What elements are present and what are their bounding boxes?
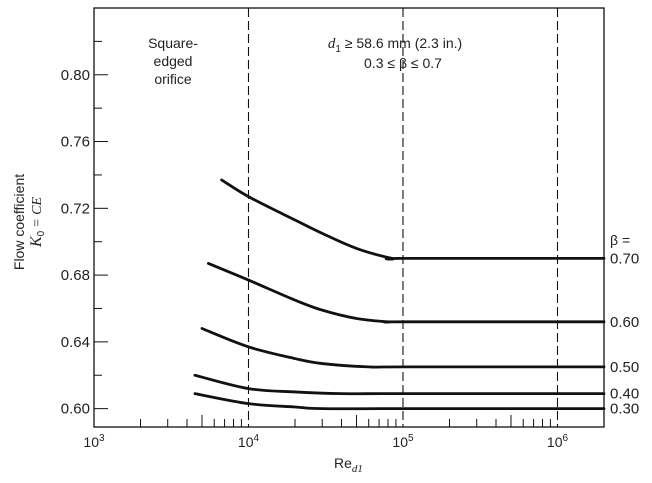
beta-label: 0.40 bbox=[610, 386, 639, 403]
beta-curve-030 bbox=[193, 392, 606, 411]
y-axis-label-line1: Flow coefficient bbox=[11, 174, 27, 270]
y-tick-label: 0.72 bbox=[61, 200, 90, 217]
y-tick-label: 0.68 bbox=[61, 267, 90, 284]
beta-curve-060 bbox=[206, 262, 606, 324]
y-tick-label: 0.80 bbox=[61, 67, 90, 84]
y-tick-label: 0.60 bbox=[61, 401, 90, 418]
x-axis-label: Red1 bbox=[334, 455, 363, 475]
x-tick-label: 103 bbox=[83, 433, 105, 450]
annotation-orifice-1: Square- bbox=[148, 35, 198, 51]
x-tick-label: 106 bbox=[547, 433, 569, 450]
x-tick-label: 104 bbox=[238, 433, 260, 450]
beta-label: 0.30 bbox=[610, 401, 639, 418]
beta-label: 0.60 bbox=[610, 314, 639, 331]
annotation-diameter-condition: d1 ≥ 58.6 mm (2.3 in.) bbox=[328, 35, 462, 55]
annotation-orifice-3: orifice bbox=[154, 71, 192, 87]
beta-label: 0.70 bbox=[610, 250, 639, 267]
y-tick-label: 0.76 bbox=[61, 134, 90, 151]
beta-label: 0.50 bbox=[610, 359, 639, 376]
y-tick-label: 0.64 bbox=[61, 334, 90, 351]
annotation-orifice-2: edged bbox=[154, 53, 193, 69]
annotation-beta-range: 0.3 ≤ β ≤ 0.7 bbox=[364, 55, 442, 71]
x-tick-label: 105 bbox=[392, 433, 414, 450]
beta-curve-040 bbox=[193, 373, 606, 396]
beta-curve-070 bbox=[220, 178, 606, 261]
y-axis-label-line2: K0= CE bbox=[28, 197, 47, 249]
plot-frame bbox=[93, 7, 605, 428]
beta-label-prefix: β = bbox=[610, 232, 630, 248]
beta-curve-050 bbox=[200, 327, 606, 369]
